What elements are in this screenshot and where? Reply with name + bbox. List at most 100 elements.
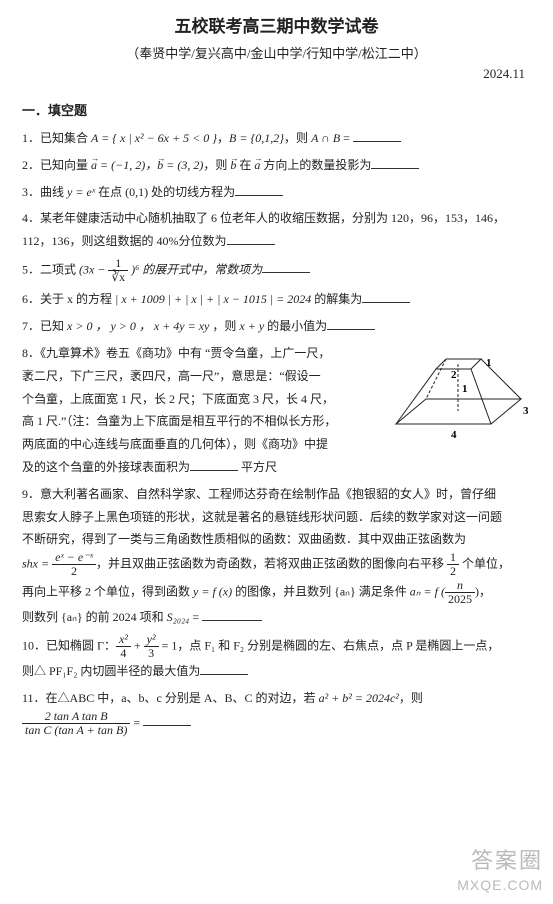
q11-num: 2 tan A tan B [22, 710, 130, 724]
q9-half-den: 2 [447, 565, 459, 578]
watermark: 答案圈 MXQE.COM [457, 847, 543, 894]
q5-open: (3x − [79, 262, 108, 276]
question-5: 5．二项式 (3x − 1∛x )⁶ 的展开式中，常数项为 [22, 257, 531, 284]
diag-label-2: 2 [451, 369, 457, 381]
q9-l6a: 则数列 {aₙ} 的前 2024 项和 [22, 610, 167, 624]
question-11: 11．在△ABC 中，a、b、c 分别是 A、B、C 的对边，若 a² + b²… [22, 687, 531, 737]
diag-label-mid: 1 [462, 383, 468, 395]
q11-cond: a² + b² = 2024c² [319, 691, 399, 705]
q3-blank [235, 184, 283, 196]
exam-subtitle: （奉贤中学/复兴高中/金山中学/行知中学/松江二中） [22, 43, 531, 62]
q1-tail-b: = [340, 131, 353, 145]
q1-blank [353, 130, 401, 142]
q7-target: x + y [239, 319, 264, 333]
q1-tail-a: ，则 [284, 131, 311, 145]
q1-setB: B = {0,1,2} [229, 131, 284, 145]
q9-l6b: = [189, 610, 202, 624]
q7-tail: 的最小值为 [264, 319, 327, 333]
frustum-diagram: 1 2 1 3 4 [381, 344, 531, 444]
q10-blank [200, 663, 248, 675]
q8-l6a: 及的这个刍童的外接球表面积为 [22, 460, 190, 474]
q7-blank [327, 318, 375, 330]
q9-l3: 不断研究，得到了一类与三角函数性质相似的函数：双曲函数．其中双曲正弦函数为 [22, 528, 531, 551]
q10-f1d: 4 [116, 647, 131, 660]
q5-den: ∛x [108, 271, 128, 284]
q11-blank [143, 714, 191, 726]
q9-l5c: )， [475, 584, 491, 598]
q7-prefix: 7．已知 [22, 319, 67, 333]
q9-shx-label: shx = [22, 557, 52, 571]
q5-num: 1 [108, 257, 128, 271]
q11-l1a: 11．在△ABC 中，a、b、c 分别是 A、B、C 的对边，若 [22, 691, 319, 705]
q9-l2: 思索女人脖子上黑色项链的形状，这就是著名的悬链线形状问题．后续的数学家对这一问题 [22, 506, 531, 529]
q10-prefix: 10．已知椭圆 Γ： [22, 638, 116, 652]
q6-expr: | x + 1009 | + | x | + | x − 1015 | = 20… [115, 292, 311, 306]
watermark-line2: MXQE.COM [457, 876, 543, 894]
q10-plus: + [131, 638, 144, 652]
q5-prefix: 5．二项式 [22, 262, 79, 276]
q3-mid: 在点 (0,1) 处的切线方程为 [95, 185, 235, 199]
q5-blank [262, 261, 310, 273]
q9-shx-den: 2 [52, 565, 96, 578]
q11-l1b: ，则 [399, 691, 423, 705]
q6-prefix: 6．关于 x 的方程 [22, 292, 115, 306]
q11-den: tan C (tan A + tan B) [22, 724, 130, 737]
q4-line2: 112，136，则这组数据的 40%分位数为 [22, 234, 227, 248]
q9-an-eq: aₙ = f ( [410, 584, 445, 598]
question-10: 10．已知椭圆 Γ：x²4 + y²3 = 1，点 F₁ 和 F₂ 分别是椭圆的… [22, 633, 531, 683]
q2-mid: ，则 [203, 158, 230, 172]
q1-expr: A ∩ B [311, 131, 340, 145]
q9-an-den: 2025 [445, 593, 475, 606]
q5-close: )⁶ 的展开式中，常数项为 [128, 262, 262, 276]
q6-blank [362, 291, 410, 303]
q10-eq: = 1，点 F₁ 和 F₂ 分别是椭圆的左、右焦点，点 P 是椭圆上一点， [159, 638, 500, 652]
q6-tail: 的解集为 [311, 292, 362, 306]
q9-an-num: n [445, 579, 475, 593]
q1-prefix: 1．已知集合 [22, 131, 91, 145]
q10-f1n: x² [116, 633, 131, 647]
q3-curve: y = eˣ [67, 185, 95, 199]
q9-l5b: 的图像，并且数列 {aₙ} 满足条件 [232, 584, 410, 598]
q1-mid: ， [217, 131, 229, 145]
q9-shx-num: eˣ − e⁻ˣ [52, 551, 96, 565]
q10-l2a: 则△ PF₁F₂ 内切圆半径的最大值为 [22, 664, 200, 678]
q9-l4-mid: ，并且双曲正弦函数为奇函数，若将双曲正弦函数的图像向右平移 [96, 557, 447, 571]
q2-prefix: 2．已知向量 [22, 158, 91, 172]
question-3: 3．曲线 y = eˣ 在点 (0,1) 处的切线方程为 [22, 181, 531, 204]
question-8: 1 2 1 3 4 8．《九章算术》卷五《商功》中有 “贾令刍童，上广一尺， 袤… [22, 342, 531, 479]
q2-b: = (3, 2) [163, 158, 203, 172]
question-7: 7．已知 x > 0 ， y > 0 ， x + 4y = xy ，则 x + … [22, 315, 531, 338]
question-2: 2．已知向量 a = (−1, 2)，b = (3, 2)，则 b 在 a 方向… [22, 154, 531, 177]
diag-label-3: 3 [523, 405, 529, 417]
q7-mid: ，则 [209, 319, 239, 333]
q8-blank [190, 459, 238, 471]
q8-l6b: 平方尺 [238, 460, 277, 474]
q9-blank [202, 609, 262, 621]
q2-a: = (−1, 2)， [97, 158, 157, 172]
watermark-line1: 答案圈 [457, 847, 543, 876]
q9-l1: 9．意大利著名画家、自然科学家、工程师达芬奇在绘制作品《抱银貂的女人》时，曾仔细 [22, 483, 531, 506]
question-4: 4．某老年健康活动中心随机抽取了 6 位老年人的收缩压数据，分别为 120，96… [22, 207, 531, 253]
q9-half-num: 1 [447, 551, 459, 565]
diag-label-4: 4 [451, 429, 457, 441]
exam-title: 五校联考高三期中数学试卷 [22, 12, 531, 37]
q10-f2d: 3 [144, 647, 159, 660]
q9-S: S₂₀₂₄ [167, 610, 190, 624]
q2-tail: 方向上的数量投影为 [260, 158, 371, 172]
question-1: 1．已知集合 A = { x | x² − 6x + 5 < 0 }，B = {… [22, 127, 531, 150]
q10-f2n: y² [144, 633, 159, 647]
q1-setA: A = { x | x² − 6x + 5 < 0 } [91, 131, 217, 145]
q9-l5a: 再向上平移 2 个单位，得到函数 [22, 584, 193, 598]
question-9: 9．意大利著名画家、自然科学家、工程师达芬奇在绘制作品《抱银貂的女人》时，曾仔细… [22, 483, 531, 629]
q2-in: 在 [236, 158, 254, 172]
exam-date: 2024.11 [22, 66, 531, 82]
q2-blank [371, 157, 419, 169]
q3-prefix: 3．曲线 [22, 185, 67, 199]
diag-label-1: 1 [486, 357, 492, 369]
q9-l4-tail: 个单位， [459, 557, 510, 571]
q4-blank [227, 233, 275, 245]
q9-yfx: y = f (x) [193, 584, 232, 598]
q11-eq: = [130, 715, 143, 729]
question-6: 6．关于 x 的方程 | x + 1009 | + | x | + | x − … [22, 288, 531, 311]
section-heading: 一．填空题 [22, 100, 531, 119]
